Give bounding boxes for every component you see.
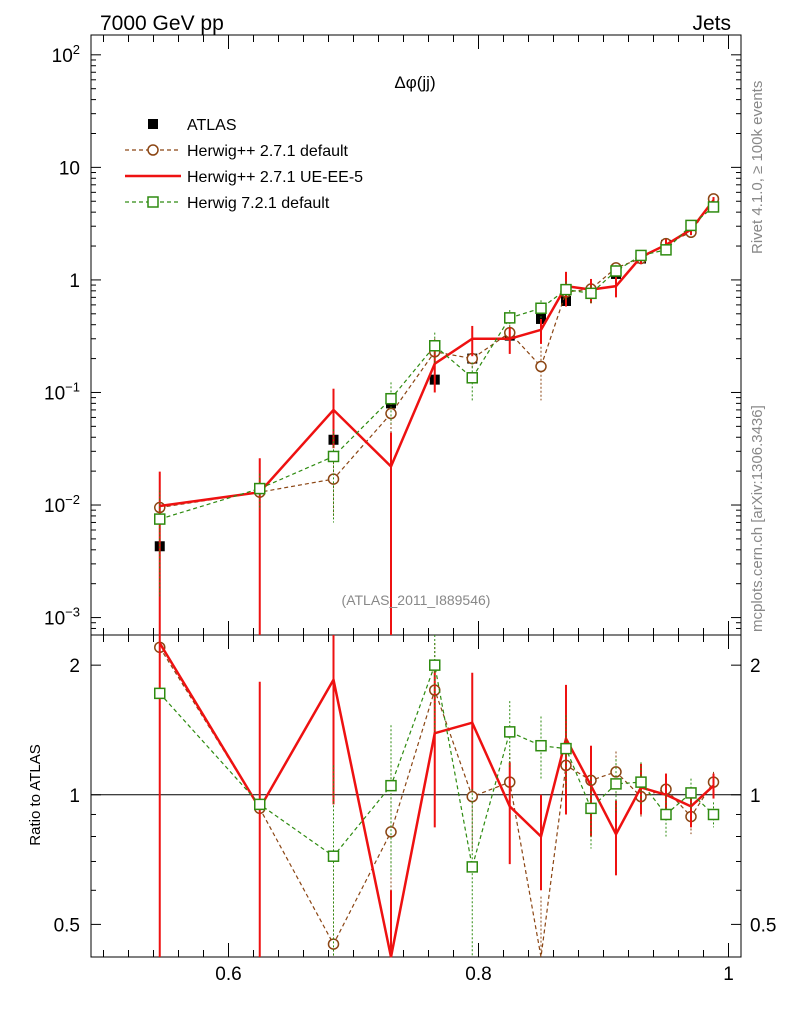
data-point-square — [429, 659, 441, 671]
analysis-id: (ATLAS_2011_I889546) — [342, 592, 491, 608]
data-point-square — [685, 787, 697, 799]
ratio-tick-label-left: 0.5 — [54, 915, 80, 936]
ratio-ylabel: Ratio to ATLAS — [27, 744, 44, 845]
data-point-square — [707, 808, 720, 821]
data-point-circle — [327, 938, 340, 950]
ratio-tick-label-left: 2 — [69, 656, 80, 677]
data-point-square — [660, 244, 672, 256]
x-tick-label: 1 — [723, 964, 734, 985]
data-point-square — [535, 739, 547, 752]
header-left: 7000 GeV pp — [100, 12, 224, 35]
data-point-square — [707, 201, 720, 213]
header-right: Jets — [692, 12, 731, 35]
data-point-square — [535, 302, 547, 315]
data-point-atlas — [148, 119, 158, 129]
ratio-tick-label-left: 1 — [69, 786, 80, 807]
ratio-tick-label-right: 2 — [750, 656, 761, 677]
data-point-square — [635, 776, 647, 788]
data-point-square — [466, 372, 478, 384]
data-point-square — [504, 312, 516, 324]
y-tick-label: 102 — [52, 42, 80, 67]
data-point-square — [154, 687, 166, 700]
y-tick-label: 10−1 — [44, 379, 80, 404]
data-point-square — [504, 726, 516, 738]
data-point-square — [635, 249, 647, 262]
legend-label: Herwig++ 2.7.1 UE-EE-5 — [187, 169, 363, 186]
data-point-circle — [385, 826, 397, 838]
ratio-plot-frame — [90, 634, 742, 958]
ratio-tick-label-right: 1 — [750, 786, 761, 807]
series-line-ratio — [159, 647, 715, 958]
data-point-circle — [535, 360, 547, 373]
data-point-square — [660, 808, 672, 821]
data-point-circle — [147, 144, 159, 156]
data-point-square — [560, 283, 572, 296]
x-tick-label: 0.6 — [215, 964, 241, 985]
data-point-square — [385, 392, 397, 405]
data-point-square — [560, 742, 572, 755]
x-tick-label: 0.8 — [465, 964, 491, 985]
data-point-circle — [466, 790, 478, 803]
data-point-square — [466, 861, 478, 873]
data-point-square — [429, 340, 441, 352]
data-point-square — [327, 450, 340, 463]
ratio-tick-label-right: 0.5 — [750, 915, 776, 936]
side-label-bottom: mcplots.cern.ch [arXiv:1306.3436] — [749, 405, 766, 632]
data-point-square — [254, 482, 266, 495]
data-point-square — [254, 798, 266, 811]
legend-label: ATLAS — [187, 117, 237, 134]
y-tick-label: 1 — [69, 271, 80, 292]
chart-title: Δφ(jj) — [394, 73, 435, 92]
data-point-square — [327, 850, 340, 862]
data-point-circle — [385, 407, 397, 420]
side-label-top: Rivet 4.1.0, ≥ 100k events — [749, 81, 766, 254]
y-tick-label: 10−2 — [44, 492, 80, 517]
data-point-square — [154, 513, 166, 525]
data-point-square — [385, 779, 397, 792]
legend-label: Herwig++ 2.7.1 default — [187, 143, 349, 160]
y-tick-label: 10−3 — [44, 605, 80, 630]
data-point-square — [585, 802, 597, 815]
legend-label: Herwig 7.2.1 default — [187, 195, 330, 212]
data-point-square — [147, 196, 159, 208]
data-point-square — [585, 287, 597, 300]
y-tick-label: 10 — [59, 158, 80, 179]
data-point-square — [685, 219, 697, 232]
series-line-main — [159, 206, 714, 520]
series-line-ratio — [159, 662, 714, 868]
data-point-square — [610, 778, 622, 790]
data-point-square — [610, 265, 622, 277]
